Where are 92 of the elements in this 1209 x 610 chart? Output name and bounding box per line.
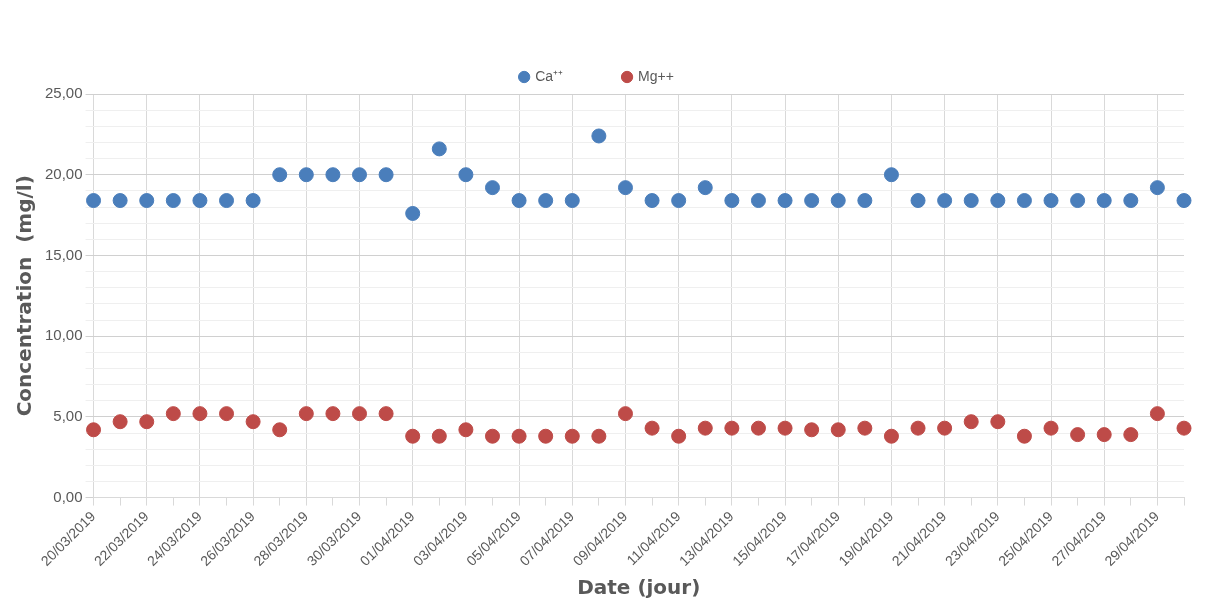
point [192,406,208,422]
point [325,406,341,422]
point [671,428,687,444]
point [697,420,713,436]
point [298,167,314,183]
point [458,167,474,183]
point [245,193,261,209]
point [883,428,899,444]
point [830,193,846,209]
point [777,420,793,436]
point [591,128,607,144]
point [298,406,314,422]
point [1043,193,1059,209]
point [697,180,713,196]
point [192,193,208,209]
point [405,428,421,444]
point [910,193,926,209]
point [1096,193,1112,209]
point [857,420,873,436]
point [564,428,580,444]
point [538,193,554,209]
point [139,193,155,209]
point [1149,406,1165,422]
point [1123,427,1139,443]
point [777,193,793,209]
point [165,193,181,209]
y-tick-label: 5,00 [53,407,83,424]
legend-label: Mg++ [638,67,674,84]
point [378,406,394,422]
point [484,428,500,444]
point [405,205,421,221]
point [617,180,633,196]
point [112,414,128,430]
point [511,428,527,444]
point [112,193,128,209]
y-tick-label: 15,00 [44,245,83,263]
point [963,193,979,209]
point [937,420,953,436]
point [724,193,740,209]
point [671,193,687,209]
point [1070,427,1086,443]
point [830,422,846,438]
point [963,414,979,430]
point [804,193,820,209]
y-tick-label: 0,00 [53,487,83,505]
point [1016,193,1032,209]
point [937,193,953,209]
point [1176,193,1192,209]
point [378,167,394,183]
point [591,428,607,444]
point [883,167,899,183]
point [1096,427,1112,443]
point [511,193,527,209]
point [750,420,766,436]
point [325,167,341,183]
point [484,180,500,196]
point [750,193,766,209]
point [990,193,1006,209]
y-tick-label: 25,00 [44,84,83,102]
point [617,406,633,422]
x-axis-title: Date (jour) [577,575,701,600]
point [1043,420,1059,436]
point [990,414,1006,430]
point [804,422,820,438]
point [1149,180,1165,196]
y-axis-title: Concentration (mg/l) [12,175,37,417]
point [352,167,367,183]
point [1070,193,1086,209]
point [564,193,580,209]
point [644,420,660,436]
point [219,406,235,422]
point [644,193,660,209]
point [245,414,261,430]
point [538,428,554,444]
point [1123,193,1139,209]
point [352,406,367,422]
point [139,414,155,430]
point [431,428,447,444]
point [272,422,288,438]
y-tick-label: 20,00 [44,164,83,182]
point [458,422,474,438]
point [1176,420,1192,436]
point [1016,428,1032,444]
point [272,167,288,183]
y-tick-label: 10,00 [44,326,83,344]
point [910,420,926,436]
point [857,193,873,209]
point [165,406,181,422]
point [724,420,740,436]
point [219,193,235,209]
point [431,141,447,157]
legend-label: Ca⁺⁺ [535,67,564,84]
